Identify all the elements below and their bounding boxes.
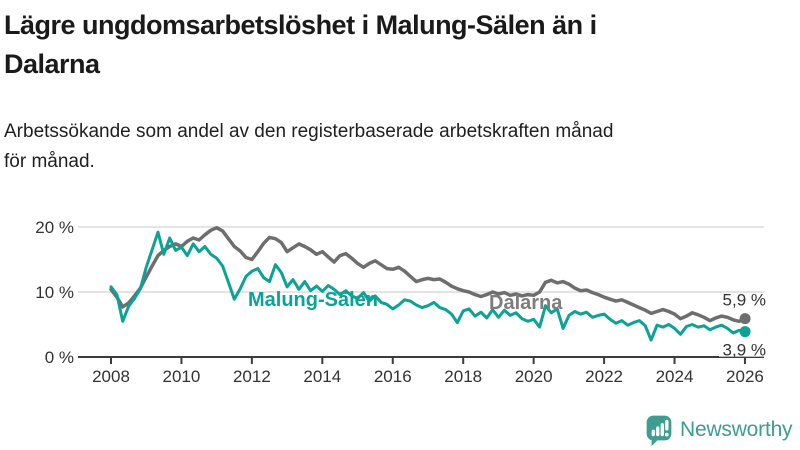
newsworthy-icon <box>646 415 672 446</box>
end-value-label-dalarna: 5,9 % <box>723 291 766 310</box>
line-dalarna <box>109 225 747 324</box>
series-label-malung-salen: Malung-Sälen <box>248 289 378 311</box>
newsworthy-logo[interactable]: Newsworthy <box>645 413 793 447</box>
line-malung-s-len <box>109 230 747 342</box>
exclamation-dot <box>664 432 669 437</box>
bar-icon <box>656 425 660 436</box>
exclamation-icon <box>665 419 669 430</box>
bar-icon <box>660 422 664 436</box>
subtitle-line-1: Arbetssökande som andel av den registerb… <box>4 121 614 142</box>
x-tick-label: 2018 <box>444 367 482 386</box>
chart-subtitle: Arbetssökande som andel av den registerb… <box>4 117 764 177</box>
y-tick-label: 20 % <box>35 218 74 237</box>
end-dot-malung-salen <box>739 326 751 338</box>
title-line-1: Lägre ungdomsarbetslöshet i Malung-Sälen… <box>4 10 597 40</box>
series-label-dalarna: Dalarna <box>489 292 563 314</box>
bar-icon <box>651 429 655 436</box>
title-line-2: Dalarna <box>4 49 100 79</box>
x-tick-label: 2012 <box>233 367 271 386</box>
y-tick-label: 0 % <box>45 348 74 367</box>
x-tick-label: 2016 <box>374 367 412 386</box>
y-tick-label: 10 % <box>35 283 74 302</box>
brand-name: Newsworthy <box>680 418 793 441</box>
x-tick-label: 2026 <box>726 367 764 386</box>
page-title: Lägre ungdomsarbetslöshet i Malung-Sälen… <box>4 6 744 84</box>
x-tick-label: 2024 <box>656 367 694 386</box>
x-tick-label: 2008 <box>92 367 130 386</box>
label-backdrop <box>719 341 768 357</box>
chart-canvas: 2008 2010 2012 2014 2016 2018 2020 2022 2024 2026… <box>35 218 768 386</box>
end-dot-dalarna <box>739 313 751 325</box>
end-value-label-malung-salen: 3,9 % <box>723 341 766 360</box>
subtitle-line-2: för månad. <box>4 151 95 172</box>
x-tick-label: 2022 <box>585 367 623 386</box>
x-tick-label: 2014 <box>303 367 341 386</box>
x-tick-label: 2010 <box>163 367 201 386</box>
x-tick-label: 2020 <box>515 367 553 386</box>
line-chart: 2008 2010 2012 2014 2016 2018 2020 2022 2024 2026… <box>0 205 800 395</box>
